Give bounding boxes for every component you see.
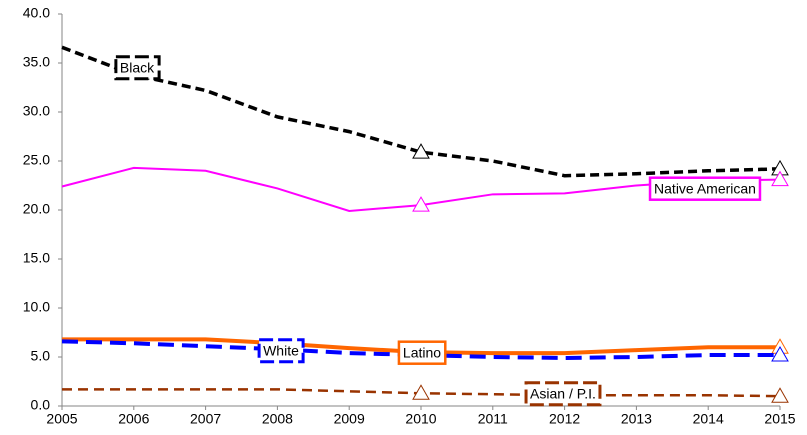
x-tick-label: 2010 — [405, 411, 436, 427]
triangle-marker — [412, 196, 430, 212]
y-tick-label: 35.0 — [23, 54, 50, 70]
y-tick-label: 20.0 — [23, 201, 50, 217]
y-tick-label: 30.0 — [23, 103, 50, 119]
series-label: Asian / P.I. — [530, 386, 596, 402]
triangle-marker — [771, 387, 789, 403]
y-tick-label: 0.0 — [31, 397, 51, 413]
x-tick-label: 2013 — [621, 411, 652, 427]
x-tick-label: 2008 — [262, 411, 293, 427]
x-tick-label: 2006 — [118, 411, 149, 427]
series-label: Native American — [654, 181, 756, 197]
x-tick-label: 2014 — [693, 411, 724, 427]
y-tick-label: 15.0 — [23, 250, 50, 266]
x-tick-label: 2012 — [549, 411, 580, 427]
series-line — [61, 45, 781, 178]
x-tick-label: 2005 — [46, 411, 77, 427]
label-box — [524, 381, 602, 407]
series-label: Black — [120, 60, 155, 76]
triangle-marker — [771, 170, 789, 187]
x-tick-label: 2007 — [190, 411, 221, 427]
triangle-marker — [412, 143, 430, 159]
series-label: White — [263, 343, 299, 359]
y-tick-label: 5.0 — [31, 348, 51, 364]
label-box — [397, 340, 447, 365]
x-tick-label: 2011 — [478, 411, 508, 427]
x-tick-label: 2015 — [764, 411, 795, 427]
triangle-marker — [412, 384, 430, 400]
series-label: Latino — [403, 345, 441, 361]
label-box — [648, 176, 762, 201]
label-box — [114, 55, 161, 81]
x-tick-label: 2009 — [334, 411, 365, 427]
y-tick-label: 25.0 — [23, 152, 50, 168]
triangle-marker — [771, 346, 789, 362]
y-tick-label: 40.0 — [23, 5, 50, 21]
label-box — [257, 338, 305, 364]
y-tick-label: 10.0 — [23, 299, 50, 315]
